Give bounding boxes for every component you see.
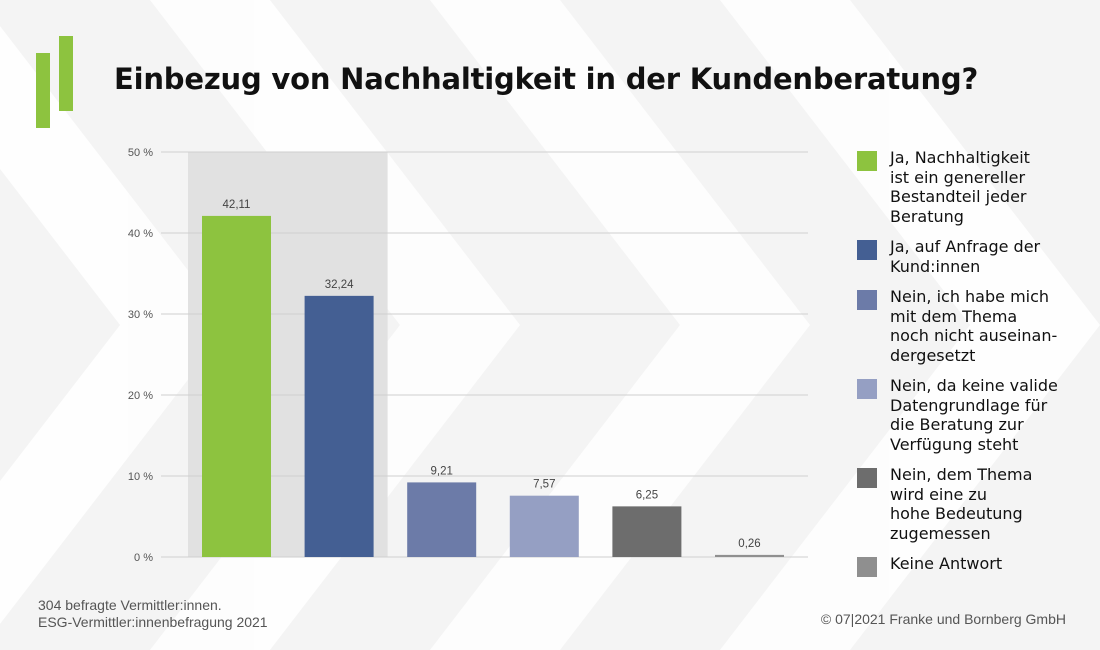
legend-label: mit dem Thema xyxy=(890,306,1018,326)
legend-label: dergesetzt xyxy=(890,345,976,365)
bar xyxy=(407,482,477,557)
data-label: 9,21 xyxy=(431,465,453,477)
legend-label: zugemessen xyxy=(890,523,991,543)
legend-label: Nein, ich habe mich xyxy=(890,287,1050,306)
data-label: 32,24 xyxy=(325,279,354,291)
source-note: 304 befragte Vermittler:innen. ESG-Vermi… xyxy=(38,597,268,631)
legend-label: Bestandteil jeder xyxy=(890,187,1027,206)
legend-item: Ja, Nachhaltigkeit ist ein genereller Best… xyxy=(857,148,1077,226)
y-tick-label: 50 % xyxy=(128,147,153,159)
chart-legend: Ja, Nachhaltigkeit ist ein genereller Best… xyxy=(857,148,1077,577)
legend-label: Nein, da keine valide xyxy=(890,376,1058,395)
legend-label: Nein, dem Thema xyxy=(890,465,1033,484)
legend-swatch xyxy=(857,290,877,310)
legend-label: Beratung xyxy=(890,206,964,226)
bar xyxy=(715,554,784,557)
legend-label: hohe Bedeutung xyxy=(890,504,1023,523)
legend-swatch xyxy=(857,468,877,488)
legend-item: Keine Antwort xyxy=(857,554,1077,577)
y-tick-label: 10 % xyxy=(128,471,153,483)
bar xyxy=(202,215,271,557)
brand-logo-icon xyxy=(36,36,73,128)
source-line-survey: ESG-Vermittler:innenbefragung 2021 xyxy=(38,614,268,630)
y-tick-label: 20 % xyxy=(128,390,153,402)
legend-item: Nein, ich habe mich mit dem Thema noch nic… xyxy=(857,287,1077,365)
legend-label: Datengrundlage für xyxy=(890,395,1048,415)
data-label: 0,26 xyxy=(738,538,760,550)
legend-item: Nein, dem Thema wird eine zu hohe Bedeutun… xyxy=(857,465,1077,543)
legend-label: Ja, Nachhaltigkeit xyxy=(890,148,1030,167)
bar xyxy=(509,495,579,557)
legend-label: Kund:innen xyxy=(890,256,981,276)
y-tick-label: 30 % xyxy=(128,309,153,321)
y-tick-label: 0 % xyxy=(134,552,153,564)
legend-item: Ja, auf Anfrage der Kund:innen xyxy=(857,237,1077,276)
legend-label: Verfügung steht xyxy=(890,434,1019,454)
legend-label: noch nicht auseinan- xyxy=(890,326,1058,345)
legend-swatch xyxy=(857,151,877,171)
page-title: Einbezug von Nachhaltigkeit in der Kunde… xyxy=(114,62,979,96)
legend-label: ist ein genereller xyxy=(890,167,1026,187)
legend-item: Nein, da keine valide Datengrundlage für d… xyxy=(857,376,1077,454)
legend-swatch xyxy=(857,379,877,399)
legend-label: Ja, auf Anfrage der xyxy=(890,237,1041,256)
data-label: 7,57 xyxy=(533,479,555,491)
legend-label: die Beratung zur xyxy=(890,415,1024,434)
legend-swatch xyxy=(857,240,877,260)
legend-label: Keine Antwort xyxy=(890,554,1003,573)
legend-label: wird eine zu xyxy=(890,484,987,504)
bar xyxy=(612,506,682,557)
data-label: 42,11 xyxy=(223,199,251,211)
source-line-respondents: 304 befragte Vermittler:innen. xyxy=(38,597,222,613)
bar xyxy=(304,295,374,557)
legend-swatch xyxy=(857,557,877,577)
data-label: 6,25 xyxy=(636,489,658,501)
copyright-notice: © 07|2021 Franke und Bornberg GmbH xyxy=(820,611,1066,627)
y-tick-label: 40 % xyxy=(128,228,153,240)
